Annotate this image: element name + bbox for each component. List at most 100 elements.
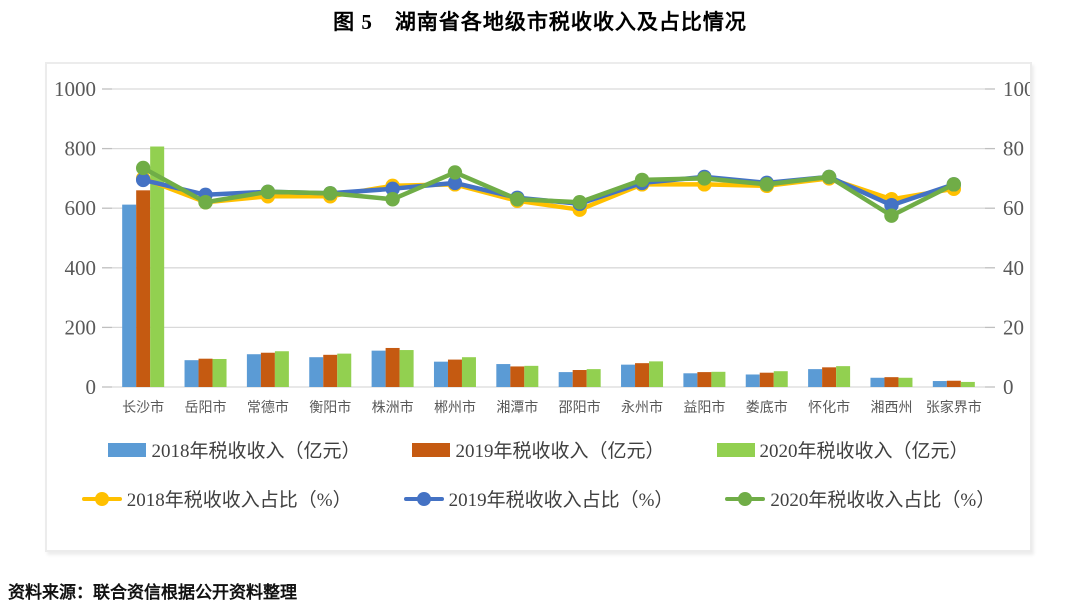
line-marker xyxy=(135,160,151,176)
legend-item: 2018年税收收入占比（%） xyxy=(81,485,352,512)
bar xyxy=(870,377,885,387)
bar xyxy=(309,357,324,387)
legend-line-swatch xyxy=(81,491,122,506)
chart-canvas: 0 200 400 600 800 1000 0 20 40 60 80 100 长沙市 岳阳市 常德市 衡阳… xyxy=(54,77,1030,416)
bar xyxy=(884,377,899,387)
line-marker xyxy=(884,208,899,223)
line-marker xyxy=(385,181,400,197)
bar xyxy=(323,354,338,387)
left-axis-tick-label: 1000 xyxy=(54,77,96,101)
bar xyxy=(836,366,851,387)
x-axis-label: 郴州市 xyxy=(434,399,476,416)
bar xyxy=(946,380,961,387)
line-marker xyxy=(946,177,962,192)
line-marker xyxy=(572,195,587,210)
legend-line-swatch xyxy=(725,491,766,506)
legend-line-dot xyxy=(416,491,431,506)
legend-row-bars: 2018年税收收入（亿元） 2019年税收收入（亿元） 2020年税收收入（亿元） xyxy=(108,436,969,463)
bar xyxy=(385,347,400,387)
bar xyxy=(198,358,213,387)
bar xyxy=(773,371,788,387)
right-axis-tick-label: 20 xyxy=(1003,315,1024,339)
bar xyxy=(274,351,289,387)
legend-row-lines: 2018年税收收入占比（%） 2019年税收收入占比（%） 2020年税收收入占比（… xyxy=(81,485,995,512)
line-marker xyxy=(385,192,400,207)
bar xyxy=(399,350,414,387)
x-axis-label: 邵阳市 xyxy=(559,399,601,416)
x-axis-label: 益阳市 xyxy=(683,399,725,416)
x-axis-label: 娄底市 xyxy=(746,399,788,416)
bar xyxy=(711,371,726,387)
line-marker xyxy=(634,172,650,188)
bar xyxy=(898,377,913,387)
left-axis-tick-label: 800 xyxy=(65,137,97,161)
line-marker xyxy=(198,195,213,210)
line-marker xyxy=(884,198,899,213)
legend-item: 2019年税收收入占比（%） xyxy=(403,485,674,512)
chart-legend: 2018年税收收入（亿元） 2019年税收收入（亿元） 2020年税收收入（亿元） … xyxy=(47,436,1030,512)
legend-label: 2018年税收收入（亿元） xyxy=(151,441,361,462)
right-axis-tick-label: 60 xyxy=(1003,196,1024,220)
x-axis-label: 长沙市 xyxy=(122,399,164,416)
bar xyxy=(586,369,601,387)
bar xyxy=(932,381,947,387)
x-axis-label: 怀化市 xyxy=(808,399,850,416)
bar xyxy=(496,364,511,387)
right-axis-tick-label: 100 xyxy=(1003,77,1030,101)
x-axis-label: 岳阳市 xyxy=(185,399,227,416)
line-marker xyxy=(697,171,712,186)
x-axis-label: 永州市 xyxy=(621,399,663,416)
chart-frame: 0 200 400 600 800 1000 0 20 40 60 80 100 长沙市 岳阳市 常德市 衡阳… xyxy=(45,62,1032,552)
bar xyxy=(621,364,636,387)
legend-line-dot xyxy=(738,491,753,506)
legend-item: 2020年税收收入占比（%） xyxy=(725,485,995,512)
bar xyxy=(184,360,199,387)
bar xyxy=(447,359,462,387)
bar xyxy=(649,361,664,387)
legend-label: 2018年税收收入占比（%） xyxy=(126,490,352,511)
bar xyxy=(960,381,975,387)
line-marker xyxy=(447,175,463,191)
legend-label: 2019年税收收入（亿元） xyxy=(455,441,665,462)
bar xyxy=(371,350,386,387)
line-marker xyxy=(821,169,837,185)
bar xyxy=(683,373,698,387)
line xyxy=(142,166,955,218)
x-axis-label: 常德市 xyxy=(247,399,289,416)
bar xyxy=(697,372,712,387)
line-marker xyxy=(447,165,463,180)
x-axis-label: 湘潭市 xyxy=(496,399,538,416)
line-marker xyxy=(323,186,338,201)
legend-item: 2019年税收收入（亿元） xyxy=(412,436,665,463)
line-marker xyxy=(260,184,276,200)
bar xyxy=(260,352,275,387)
legend-line-dot xyxy=(94,491,109,506)
legend-bar-swatch xyxy=(108,442,147,457)
bar xyxy=(808,369,823,387)
right-axis-tick-label: 80 xyxy=(1003,137,1024,161)
bar xyxy=(635,363,650,387)
legend-bar-swatch xyxy=(716,442,755,457)
bar xyxy=(150,146,165,387)
x-axis-label: 株洲市 xyxy=(372,399,414,416)
bar xyxy=(524,365,539,387)
bar xyxy=(433,361,448,387)
bar xyxy=(337,353,352,387)
legend-label: 2020年税收收入（亿元） xyxy=(759,441,969,462)
line-marker xyxy=(759,177,774,192)
line-marker xyxy=(510,192,525,207)
bar xyxy=(122,204,137,387)
x-axis-label: 张家界市 xyxy=(926,399,982,416)
bar xyxy=(510,366,525,387)
bar xyxy=(136,190,151,387)
legend-bar-swatch xyxy=(412,442,451,457)
right-axis-tick-label: 40 xyxy=(1003,256,1024,280)
right-axis-tick-label: 0 xyxy=(1003,375,1014,399)
x-axis-label: 衡阳市 xyxy=(309,399,351,416)
bar xyxy=(759,372,774,387)
bar xyxy=(822,367,837,387)
legend-label: 2019年税收收入占比（%） xyxy=(448,490,674,511)
bar xyxy=(558,372,573,387)
x-axis-label: 湘西州 xyxy=(870,400,912,416)
bar xyxy=(745,374,760,387)
